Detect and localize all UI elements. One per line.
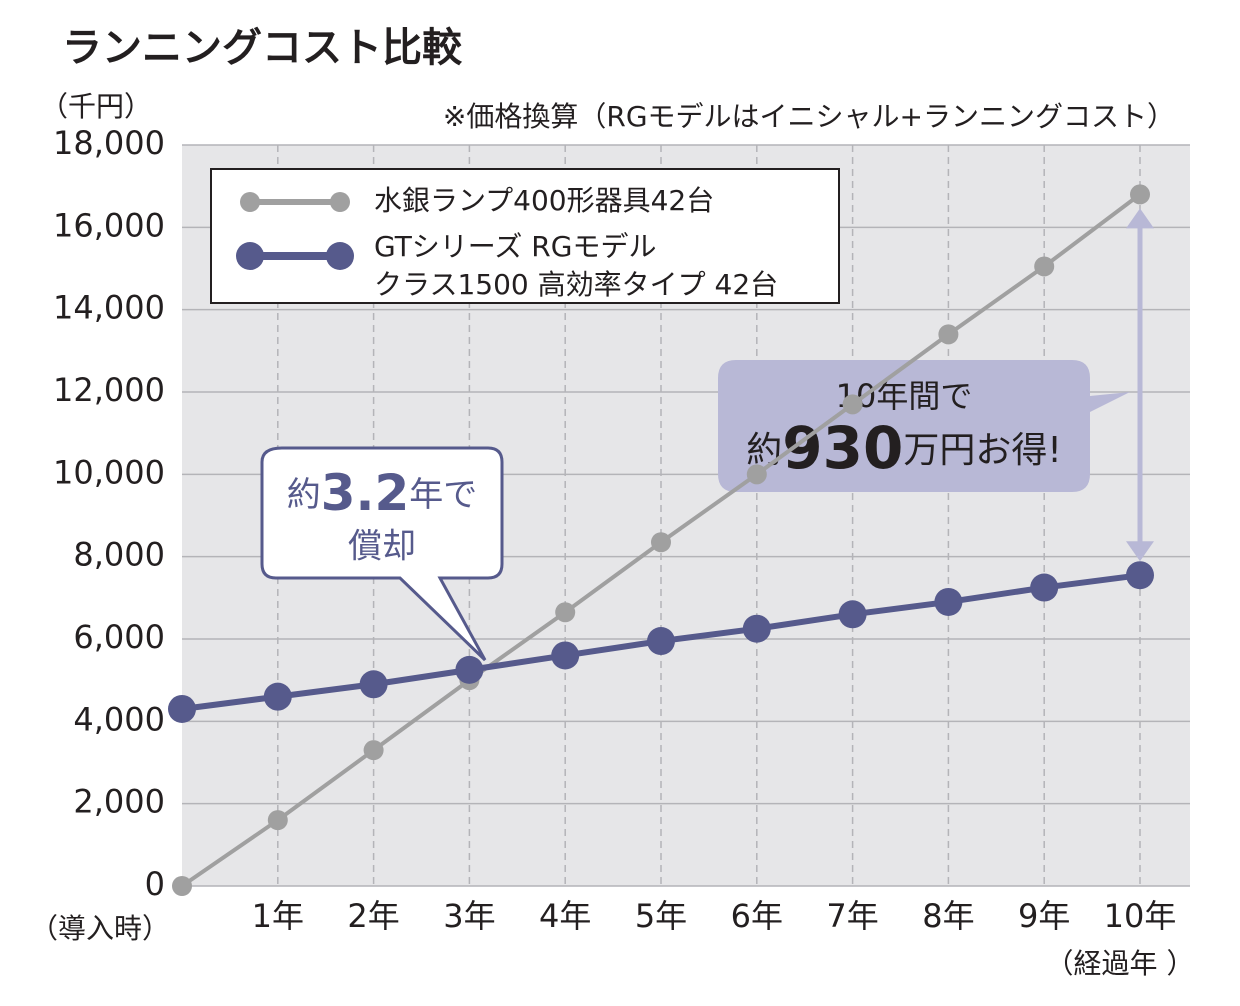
data-point: [1126, 561, 1154, 590]
y-tick-label: 0: [145, 865, 165, 903]
legend-marker: [240, 192, 260, 212]
y-tick-label: 16,000: [53, 206, 165, 244]
arrow-head: [1126, 208, 1154, 229]
data-point: [742, 614, 771, 643]
x-tick-label: 5年: [635, 897, 687, 935]
x-tick-label: 7年: [826, 897, 878, 935]
callout-box: [260, 446, 504, 662]
x-axis-label: （経過年 ）: [1046, 947, 1195, 980]
x-tick-label: 6年: [731, 897, 783, 935]
data-point: [934, 587, 963, 616]
legend-label: GTシリーズ RGモデル クラス1500 高効率タイプ 42台: [374, 230, 779, 301]
x-tick-label: 10年: [1104, 897, 1177, 935]
data-point: [172, 876, 192, 896]
note: ※価格換算（RGモデルはイニシャル+ランニングコスト）: [443, 100, 1175, 133]
data-point: [1030, 573, 1059, 602]
chart-title: ランニングコスト比較: [62, 25, 463, 71]
data-point: [359, 670, 388, 699]
callout-text: 償却: [348, 527, 416, 567]
callout-text-part: 万円お得!: [903, 430, 1061, 471]
callout-text-part: 約: [746, 430, 782, 471]
x-tick-label: 8年: [922, 897, 974, 935]
data-point: [168, 694, 196, 723]
legend-marker: [236, 242, 264, 270]
y-axis-label: （千円）: [40, 90, 152, 123]
y-tick-label: 10,000: [53, 453, 165, 491]
data-point: [455, 655, 484, 684]
x-tick-label: 2年: [347, 897, 399, 935]
data-point: [838, 600, 867, 629]
y-tick-label: 18,000: [53, 124, 165, 162]
y-tick-label: 4,000: [73, 700, 165, 738]
x-tick-label: 9年: [1018, 897, 1070, 935]
callout-text-part: 3.2: [321, 464, 410, 522]
y-tick-label: 8,000: [73, 536, 165, 574]
data-point: [363, 740, 384, 761]
callout-text: 約3.2年で: [287, 464, 478, 522]
arrow-head: [1126, 541, 1154, 562]
y-tick-label: 6,000: [73, 618, 165, 656]
legend-swatch: [240, 192, 350, 212]
legend-label: 水銀ランプ400形器具42台: [374, 184, 715, 217]
data-point: [842, 394, 863, 415]
legend-swatch: [236, 242, 354, 270]
legend-marker: [326, 242, 354, 270]
data-point: [267, 810, 288, 831]
x-tick-label: 3年: [443, 897, 495, 935]
x-tick-label: 1年: [252, 897, 304, 935]
y-tick-label: 12,000: [53, 371, 165, 409]
data-point: [1034, 256, 1055, 277]
data-point: [938, 324, 959, 345]
x-start-label: （導入時）: [30, 912, 170, 945]
data-point: [551, 641, 580, 670]
x-tick-label: 4年: [539, 897, 591, 935]
callout-text-part: 約: [287, 475, 321, 515]
callout-text-part: 930: [782, 414, 903, 482]
legend-marker: [330, 192, 350, 212]
data-point: [651, 532, 671, 553]
callout-text: 約930万円お得!: [746, 414, 1062, 482]
y-tick-label: 2,000: [73, 783, 165, 821]
y-tick-label: 14,000: [53, 289, 165, 327]
callout-text-part: 年で: [409, 475, 477, 515]
data-point: [746, 464, 767, 485]
data-point: [1130, 184, 1150, 205]
callout-box: [718, 360, 1130, 492]
legend: 水銀ランプ400形器具42台 GTシリーズ RGモデル クラス1500 高効率タイ…: [210, 168, 840, 304]
data-point: [263, 682, 292, 711]
data-point: [555, 602, 576, 623]
data-point: [647, 627, 675, 656]
